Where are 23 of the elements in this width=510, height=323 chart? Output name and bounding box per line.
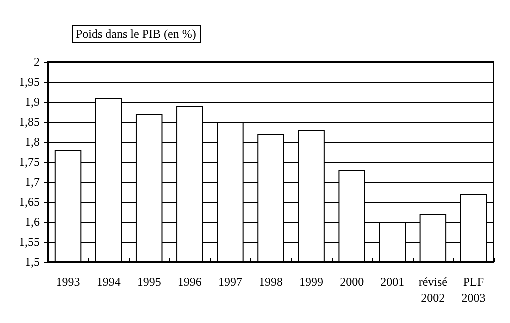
y-tick-label: 1,75 (19, 155, 40, 169)
x-tick-label: 1999 (300, 275, 324, 289)
x-tick-label: 1997 (218, 275, 242, 289)
x-tick-label: révisé 2002 (418, 275, 448, 305)
x-tick-label: 1994 (96, 275, 121, 289)
chart-title: Poids dans le PIB (en %) (76, 27, 196, 41)
x-tick-label: 2001 (380, 275, 405, 289)
x-tick-label: 2000 (340, 275, 364, 289)
y-tick-label: 1,5 (25, 255, 40, 269)
y-tick-label: 1,95 (19, 75, 40, 89)
y-tick-label: 1,55 (19, 235, 40, 249)
y-tick-label: 2 (34, 55, 40, 69)
x-tick-label: 1998 (259, 275, 283, 289)
y-tick-label: 1,7 (25, 175, 40, 189)
y-tick-label: 1,9 (25, 95, 40, 109)
x-tick-label: 1995 (137, 275, 162, 289)
y-tick-label: 1,8 (25, 135, 40, 149)
y-tick-label: 1,85 (19, 115, 40, 129)
y-tick-label: 1,65 (19, 195, 40, 209)
x-tick-label: 1996 (178, 275, 202, 289)
x-tick-label: PLF 2003 (462, 275, 486, 305)
y-tick-label: 1,6 (25, 215, 40, 229)
x-tick-label: 1993 (56, 275, 80, 289)
